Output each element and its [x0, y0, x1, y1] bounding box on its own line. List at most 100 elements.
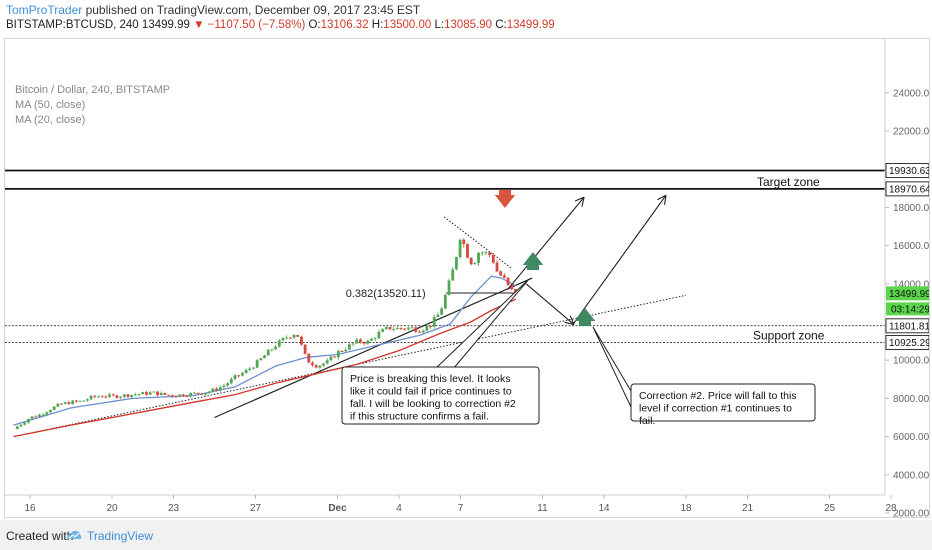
- candle-body: [52, 406, 56, 411]
- candle-body: [410, 327, 414, 329]
- candle-body: [82, 400, 86, 402]
- time-tick-label: 28: [885, 503, 897, 514]
- candle-body: [351, 343, 355, 345]
- candle-body: [432, 317, 436, 327]
- chart-header: TomProTrader published on TradingView.co…: [0, 0, 932, 36]
- candle-body: [370, 338, 373, 341]
- candle-body: [49, 410, 52, 413]
- candle-body: [207, 391, 211, 394]
- candle-body: [344, 349, 348, 352]
- level-price-label: 18970.64: [889, 184, 929, 195]
- current-price-label: 13499.99: [889, 289, 929, 300]
- candle-body: [45, 412, 49, 415]
- note-breaking-level-text: if this structure confirms a fail.: [350, 411, 489, 423]
- price-tick-label: 6000.00: [893, 432, 929, 443]
- candle-body: [436, 314, 440, 318]
- footer-bar: Created with TradingView: [0, 520, 932, 550]
- time-tick-label: 11: [537, 503, 548, 514]
- candle-body: [30, 416, 34, 419]
- candle-body: [222, 385, 226, 388]
- legend-title: Bitcoin / Dollar, 240, BITSTAMP: [15, 84, 171, 96]
- low-value: 13085.90: [444, 19, 493, 31]
- projection-arrow: [507, 198, 584, 290]
- fib-level-label: 0.382(13520.11): [346, 288, 426, 300]
- zone-label: Support zone: [753, 329, 825, 343]
- candle-body: [34, 416, 38, 418]
- open-label: O:: [308, 19, 321, 31]
- candle-body: [277, 340, 281, 347]
- candle-body: [318, 365, 322, 368]
- candle-body: [71, 400, 75, 405]
- candle-body: [185, 396, 189, 398]
- candle-body: [204, 393, 207, 395]
- countdown-tag: [886, 302, 929, 316]
- candle-body: [97, 396, 100, 398]
- candle-body: [133, 394, 137, 396]
- time-tick-label: 21: [742, 503, 754, 514]
- candle-body: [178, 394, 182, 397]
- symbol-label: BITSTAMP:BTCUSD, 240: [6, 19, 139, 31]
- candle-body: [300, 336, 303, 345]
- candle-body: [443, 295, 447, 309]
- price-tick-label: 22000.00: [893, 127, 929, 138]
- candle-body: [414, 327, 418, 332]
- candle-body: [259, 358, 263, 361]
- candle-body: [384, 326, 388, 330]
- candle-body: [322, 363, 325, 366]
- candle-body: [252, 367, 255, 369]
- candle-body: [325, 360, 329, 364]
- candle-body: [418, 331, 421, 333]
- candle-body: [296, 335, 300, 337]
- candle-body: [491, 254, 495, 263]
- candle-body: [399, 327, 403, 329]
- up-arrow-icon: [522, 252, 544, 270]
- candle-body: [126, 394, 130, 397]
- time-tick-label: 16: [24, 503, 36, 514]
- level-price-label: 11801.81: [889, 321, 929, 332]
- time-tick-label: 14: [598, 503, 610, 514]
- tradingview-brand-link[interactable]: TradingView: [87, 529, 154, 543]
- time-tick-label: 18: [680, 503, 692, 514]
- candle-body: [108, 394, 111, 397]
- candle-body: [377, 331, 381, 339]
- candle-body: [56, 403, 60, 407]
- last-price: 13499.99: [141, 19, 190, 31]
- candle-body: [429, 325, 432, 327]
- note-correction-box: [630, 383, 816, 422]
- time-tick-label: Dec: [328, 503, 347, 514]
- candle-body: [421, 330, 425, 333]
- candle-body: [159, 392, 163, 396]
- candle-body: [355, 339, 359, 344]
- candle-body: [93, 395, 97, 397]
- price-tick-label: 24000.00: [893, 88, 929, 99]
- projection-arrow: [525, 283, 573, 324]
- tradingview-logo-icon[interactable]: [65, 528, 83, 542]
- candle-body: [60, 403, 63, 405]
- candle-body: [15, 426, 19, 429]
- chart-area[interactable]: Target zone Support zone 0.382(13520.11) …: [4, 38, 932, 520]
- publish-text: published on TradingView.com, December 0…: [82, 3, 421, 17]
- candle-body: [447, 280, 451, 296]
- candle-body: [41, 414, 45, 416]
- candle-body: [440, 308, 444, 315]
- candle-body: [193, 392, 196, 394]
- candle-body: [156, 391, 159, 396]
- author-link[interactable]: TomProTrader: [6, 3, 83, 17]
- candle-body: [229, 378, 233, 384]
- candle-body: [174, 396, 178, 398]
- candle-body: [392, 329, 396, 331]
- time-tick-label: 23: [168, 503, 180, 514]
- candle-body: [215, 388, 218, 391]
- ohlc-line: BITSTAMP:BTCUSD, 240 13499.99 ▼ −1107.50…: [6, 19, 555, 31]
- trendline: [443, 216, 513, 269]
- candle-body: [26, 418, 30, 423]
- candle-body: [288, 337, 292, 339]
- candle-body: [67, 402, 71, 405]
- candle-body: [395, 327, 399, 330]
- zone-label: Target zone: [757, 175, 820, 189]
- candle-body: [189, 392, 193, 397]
- candle-body: [19, 424, 23, 427]
- open-value: 13106.32: [320, 19, 369, 31]
- candle-body: [255, 360, 259, 368]
